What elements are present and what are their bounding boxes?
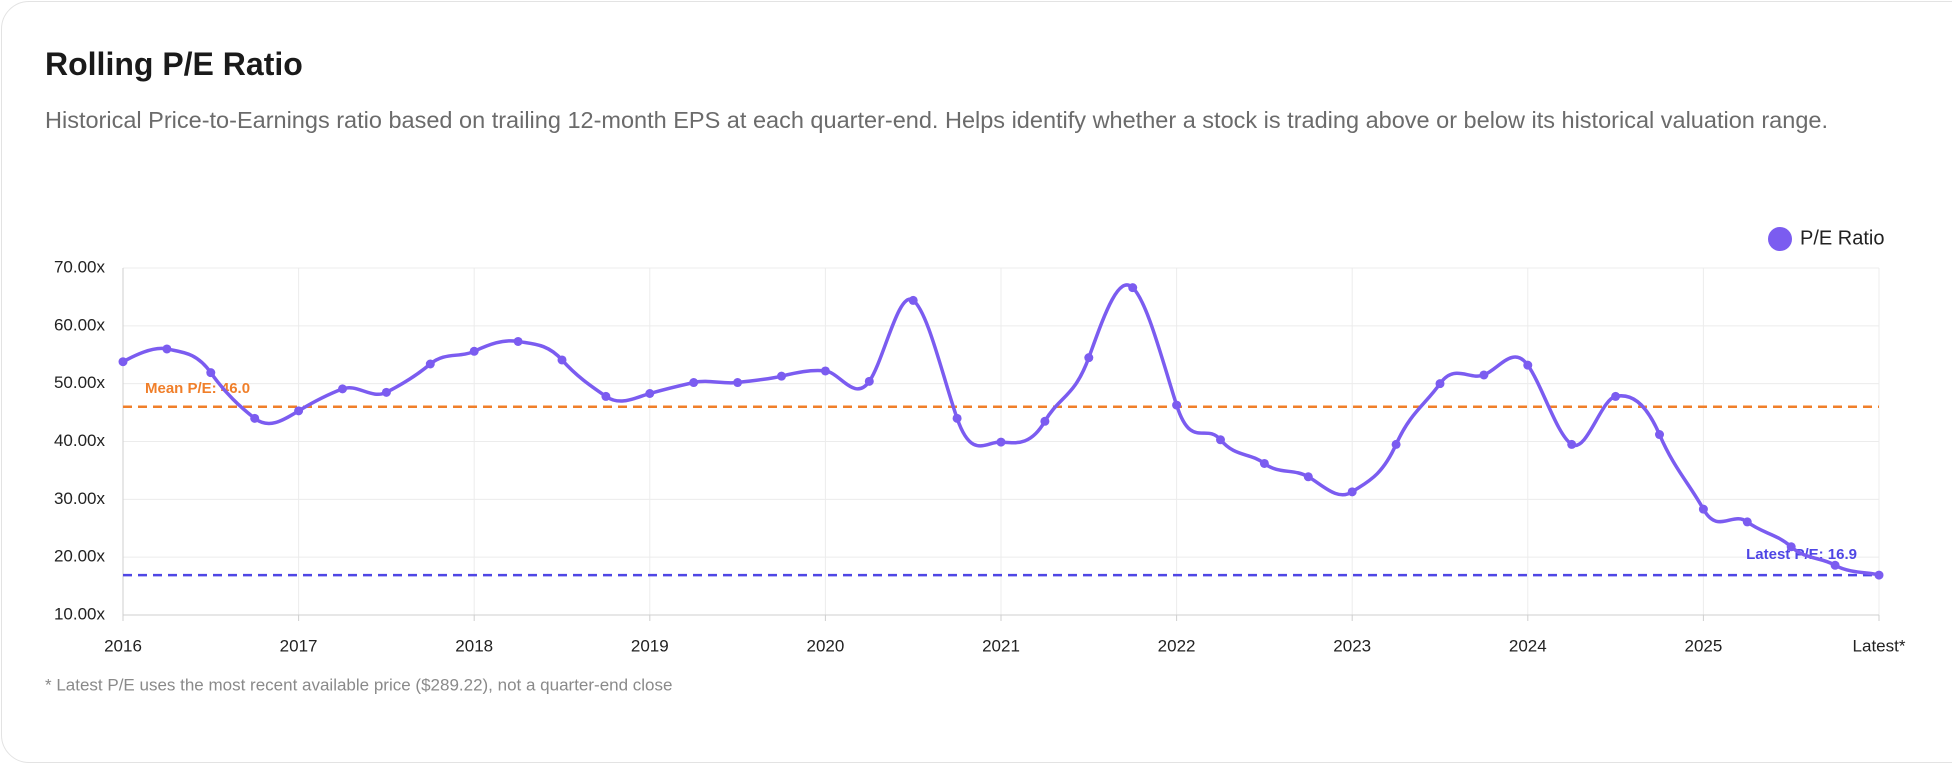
data-point xyxy=(1786,542,1796,552)
data-point xyxy=(557,355,567,365)
y-tick-label: 30.00x xyxy=(54,489,106,508)
x-tick-label: 2024 xyxy=(1509,636,1547,655)
data-point xyxy=(733,378,743,388)
y-tick-label: 40.00x xyxy=(54,431,106,450)
data-point xyxy=(1655,430,1664,440)
legend-swatch xyxy=(1768,227,1792,251)
data-point xyxy=(206,368,216,378)
data-point xyxy=(1698,504,1708,514)
data-point xyxy=(1391,439,1401,449)
data-point xyxy=(513,336,523,346)
data-point xyxy=(1216,435,1225,445)
data-point xyxy=(601,391,611,401)
data-point xyxy=(1435,379,1445,389)
chart-title: Rolling P/E Ratio xyxy=(45,46,303,82)
data-point xyxy=(1742,517,1752,527)
data-point xyxy=(908,295,918,305)
data-point xyxy=(1523,360,1533,370)
data-point xyxy=(820,366,830,376)
data-point xyxy=(1611,391,1621,401)
data-point xyxy=(294,406,304,416)
y-tick-label: 10.00x xyxy=(54,604,106,623)
data-point xyxy=(118,357,128,367)
data-point xyxy=(1128,283,1138,293)
x-tick-label: 2017 xyxy=(280,636,318,655)
data-point xyxy=(996,437,1006,447)
x-tick-label: 2025 xyxy=(1684,636,1722,655)
data-point xyxy=(425,359,435,369)
data-point xyxy=(1830,560,1840,570)
y-tick-label: 20.00x xyxy=(54,547,106,566)
x-tick-label: 2020 xyxy=(806,636,844,655)
data-point xyxy=(1567,439,1577,449)
legend-label: P/E Ratio xyxy=(1800,227,1884,249)
data-point xyxy=(338,384,347,394)
data-point xyxy=(381,387,391,397)
series-line xyxy=(122,283,1880,577)
x-tick-label: Latest* xyxy=(1853,636,1906,655)
data-point xyxy=(777,371,786,381)
y-tick-label: 70.00x xyxy=(54,257,106,276)
data-point xyxy=(1172,400,1182,410)
data-point xyxy=(469,346,479,356)
x-tick-label: 2019 xyxy=(631,636,669,655)
x-tick-label: 2018 xyxy=(455,636,493,655)
chart: 10.00x 20.00x 30.00x 40.00x 50.00x 60.00x 70.0… xyxy=(45,227,1906,694)
y-tick-label: 50.00x xyxy=(54,373,106,392)
reference-label: Mean P/E: 46.0 xyxy=(145,380,250,397)
footnote: * Latest P/E uses the most recent availa… xyxy=(45,675,672,694)
data-point xyxy=(645,388,655,398)
data-point xyxy=(1040,416,1050,426)
y-tick-label: 60.00x xyxy=(54,315,106,334)
data-point xyxy=(250,413,260,423)
x-tick-label: 2021 xyxy=(982,636,1020,655)
chart-subtitle: Historical Price-to-Earnings ratio based… xyxy=(45,107,1828,133)
data-point xyxy=(1259,458,1269,468)
data-point xyxy=(1347,487,1357,497)
data-point xyxy=(689,378,699,388)
x-tick-label: 2022 xyxy=(1158,636,1196,655)
data-point xyxy=(1084,353,1094,363)
x-tick-label: 2023 xyxy=(1333,636,1371,655)
data-point xyxy=(1303,472,1313,482)
x-tick-label: 2016 xyxy=(104,636,142,655)
data-point xyxy=(162,344,172,354)
data-point xyxy=(1479,370,1489,380)
data-point xyxy=(864,376,874,386)
data-point xyxy=(1874,570,1884,580)
data-point xyxy=(952,413,962,423)
